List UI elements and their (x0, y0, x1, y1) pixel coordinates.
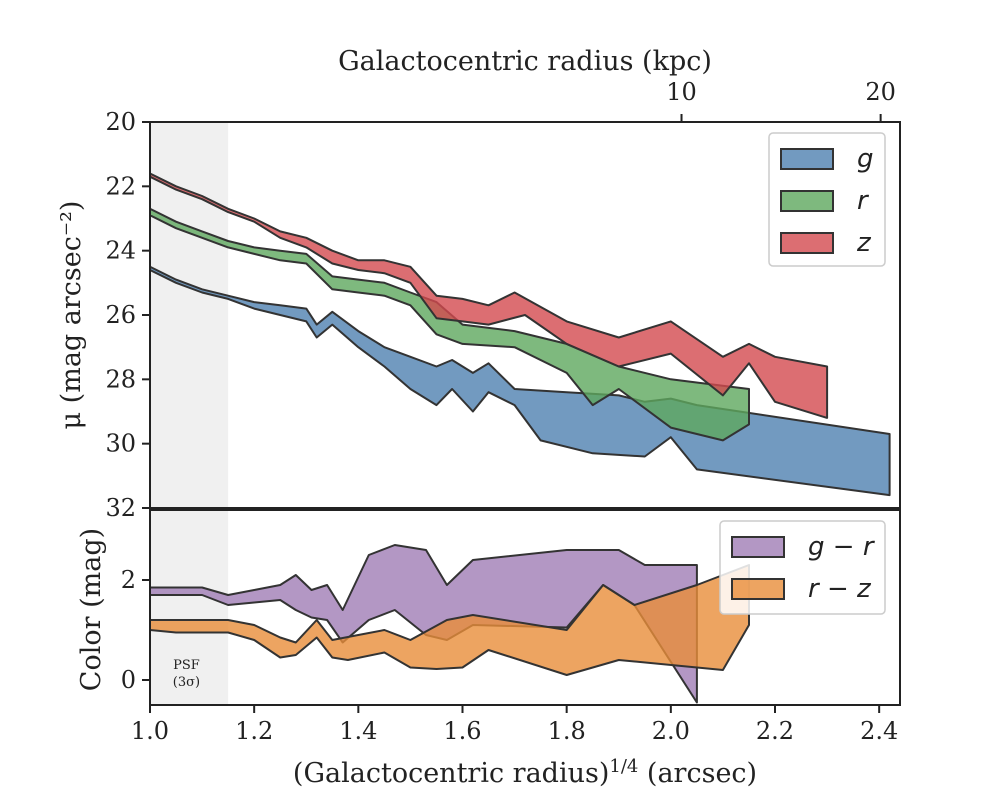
x-tick-label: 1.2 (235, 717, 273, 745)
y-tick-label-top: 20 (105, 108, 136, 136)
x-tick-label: 2.4 (860, 717, 898, 745)
x-tick-label: 1.0 (131, 717, 169, 745)
y-tick-label-top: 32 (105, 494, 136, 522)
legend-top-swatch (780, 148, 834, 170)
x-axis-title: (Galactocentric radius)1/4 (arcsec) (293, 756, 757, 789)
y-tick-label-top: 30 (105, 430, 136, 458)
y-tick-label-top: 28 (105, 365, 136, 393)
band-r-z (150, 564, 750, 676)
x-tick-label: 1.6 (443, 717, 481, 745)
band-g-r (150, 544, 698, 704)
bottom-panel-frame (149, 509, 901, 706)
top-x-tick-label: 30 (999, 78, 1000, 106)
psf-annotation: (3σ) (173, 675, 200, 690)
legend-top-swatch (780, 190, 834, 212)
top-x-axis-title: Galactocentric radius (kpc) (338, 46, 712, 77)
y-axis-title-top: μ (mag arcsec⁻²) (56, 201, 87, 430)
band-g (150, 265, 891, 497)
band-z (150, 172, 829, 419)
y-tick-label-bottom: 0 (121, 666, 136, 694)
y-tick-label-top: 24 (105, 237, 136, 265)
psf-annotation: PSF (173, 658, 200, 673)
legend-top-label: r (857, 186, 870, 216)
y-tick-label-bottom: 2 (121, 566, 136, 594)
y-axis-title-bottom: Color (mag) (76, 528, 107, 691)
legend-bottom-label: r − z (808, 574, 872, 604)
legend-top-swatch (780, 232, 834, 254)
psf-region-bottom (150, 510, 229, 705)
top-x-tick-label: 20 (865, 78, 896, 106)
x-tick-label: 2.2 (756, 717, 794, 745)
top-x-tick-label: 10 (666, 78, 697, 106)
legend-top-label: z (856, 228, 872, 258)
y-tick-label-top: 26 (105, 301, 136, 329)
y-tick-label-top: 22 (105, 172, 136, 200)
x-tick-label: 1.8 (548, 717, 586, 745)
legend-bottom-swatch (731, 578, 785, 600)
x-tick-label: 1.4 (339, 717, 377, 745)
band-r (150, 207, 750, 442)
legend-top-label: g (857, 144, 874, 174)
legend-bottom-label: g − r (808, 532, 876, 562)
psf-region-top (150, 122, 229, 508)
legend-bottom-swatch (731, 536, 785, 558)
x-tick-label: 2.0 (652, 717, 690, 745)
